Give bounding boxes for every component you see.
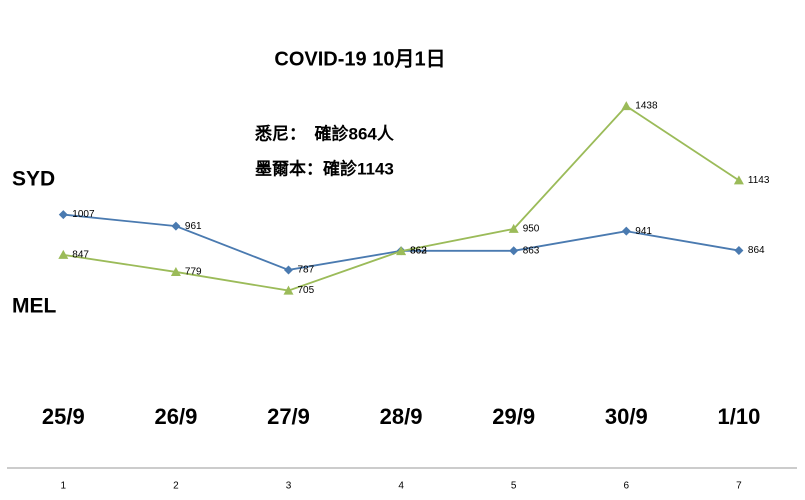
data-label: 863: [523, 245, 540, 256]
x-tick-label: 2: [173, 481, 179, 492]
data-point: [621, 101, 632, 111]
x-tick-label: 4: [398, 481, 404, 492]
legend-label: MEL: [12, 295, 57, 318]
x-tick-label: 7: [736, 481, 742, 492]
chart-title: COVID-19 10月1日: [274, 48, 445, 70]
data-point: [621, 226, 631, 236]
x-tick-label: 3: [286, 481, 292, 492]
date-label: 26/9: [154, 404, 197, 429]
data-label: 864: [748, 245, 765, 256]
x-tick-label: 1: [61, 481, 67, 492]
data-point: [170, 266, 181, 276]
data-point: [283, 285, 294, 295]
date-label: 29/9: [492, 404, 535, 429]
data-label: 863: [410, 245, 427, 256]
data-point: [509, 246, 519, 256]
data-label: 847: [72, 249, 89, 260]
data-label: 1438: [635, 101, 658, 112]
data-point: [284, 265, 293, 275]
data-point: [58, 249, 69, 259]
legend-label: SYD: [12, 168, 55, 191]
data-point: [58, 210, 68, 220]
annotation: 墨爾本：確診1143: [255, 158, 394, 178]
x-tick-label: 6: [624, 481, 630, 492]
data-point: [396, 246, 407, 256]
x-tick-label: 5: [511, 481, 517, 492]
data-point: [733, 175, 744, 185]
data-label: 961: [185, 221, 202, 232]
data-point: [171, 221, 181, 231]
date-label: 30/9: [605, 404, 648, 429]
annotation: 悉尼： 確診864人: [254, 123, 395, 143]
data-point: [734, 246, 744, 256]
date-label: 28/9: [380, 404, 423, 429]
data-label: 1143: [748, 175, 770, 186]
date-label: 25/9: [42, 404, 85, 429]
data-label: 950: [523, 224, 540, 235]
data-label: 941: [635, 226, 652, 237]
data-label: 705: [298, 285, 315, 296]
data-label: 779: [185, 267, 202, 278]
date-label: 27/9: [267, 404, 310, 429]
date-label: 1/10: [717, 404, 760, 429]
data-label: 1007: [72, 209, 95, 220]
data-label: 787: [298, 265, 315, 276]
data-point: [508, 223, 519, 233]
data-label: 862: [410, 246, 427, 257]
